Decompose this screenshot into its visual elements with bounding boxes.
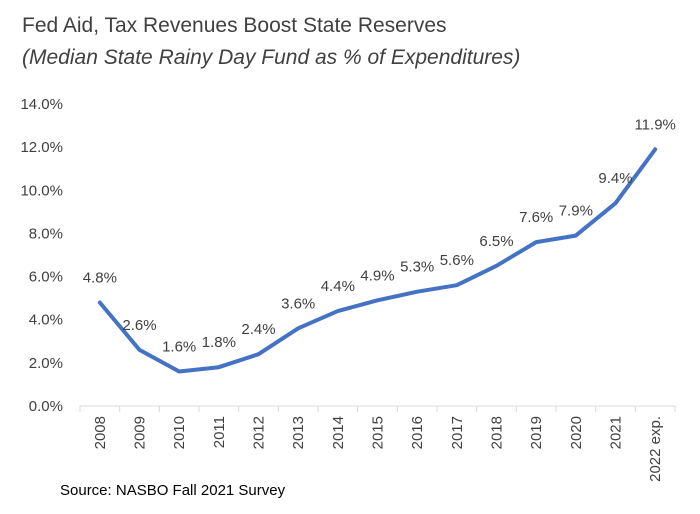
y-tick-label: 14.0% xyxy=(20,96,63,113)
data-label: 7.9% xyxy=(559,203,593,220)
data-label: 9.4% xyxy=(598,170,632,187)
data-label: 2.6% xyxy=(122,317,156,334)
y-tick-label: 10.0% xyxy=(20,182,63,199)
data-label: 5.3% xyxy=(400,259,434,276)
data-label: 2.4% xyxy=(241,321,275,338)
source-note: Source: NASBO Fall 2021 Survey xyxy=(60,482,286,499)
chart-title: Fed Aid, Tax Revenues Boost State Reserv… xyxy=(22,14,447,37)
chart-subtitle: (Median State Rainy Day Fund as % of Exp… xyxy=(22,46,521,69)
x-tick-label: 2010 xyxy=(171,416,188,449)
data-label: 4.8% xyxy=(83,269,117,286)
x-tick-label: 2017 xyxy=(449,416,466,449)
data-label: 5.6% xyxy=(440,252,474,269)
data-label: 3.6% xyxy=(281,295,315,312)
data-label: 1.6% xyxy=(162,338,196,355)
series-line xyxy=(97,147,658,374)
x-tick-label: 2013 xyxy=(290,416,307,449)
data-label: 4.4% xyxy=(321,278,355,295)
data-label: 6.5% xyxy=(479,233,513,250)
x-tick-label: 2015 xyxy=(370,416,387,449)
data-label: 1.8% xyxy=(202,334,236,351)
data-label: 7.6% xyxy=(519,209,553,226)
y-tick-label: 2.0% xyxy=(29,355,63,372)
y-tick-label: 6.0% xyxy=(29,269,63,286)
x-tick-label: 2022 exp. xyxy=(647,416,664,482)
y-tick-label: 4.0% xyxy=(29,312,63,329)
x-tick-label: 2011 xyxy=(211,416,228,448)
x-tick-label: 2009 xyxy=(132,416,149,449)
data-label: 4.9% xyxy=(360,267,394,284)
x-tick-label: 2020 xyxy=(568,416,585,449)
y-tick-label: 12.0% xyxy=(20,139,63,156)
x-tick-label: 2019 xyxy=(528,416,545,449)
data-label: 11.9% xyxy=(634,116,675,133)
y-tick-label: 0.0% xyxy=(29,398,63,415)
x-tick-label: 2021 xyxy=(608,416,625,449)
x-tick-label: 2008 xyxy=(92,416,109,449)
x-tick-label: 2016 xyxy=(409,416,426,449)
x-tick-label: 2014 xyxy=(330,416,347,449)
x-tick-label: 2018 xyxy=(489,416,506,449)
y-tick-label: 8.0% xyxy=(29,225,63,242)
x-tick-label: 2012 xyxy=(251,416,268,449)
